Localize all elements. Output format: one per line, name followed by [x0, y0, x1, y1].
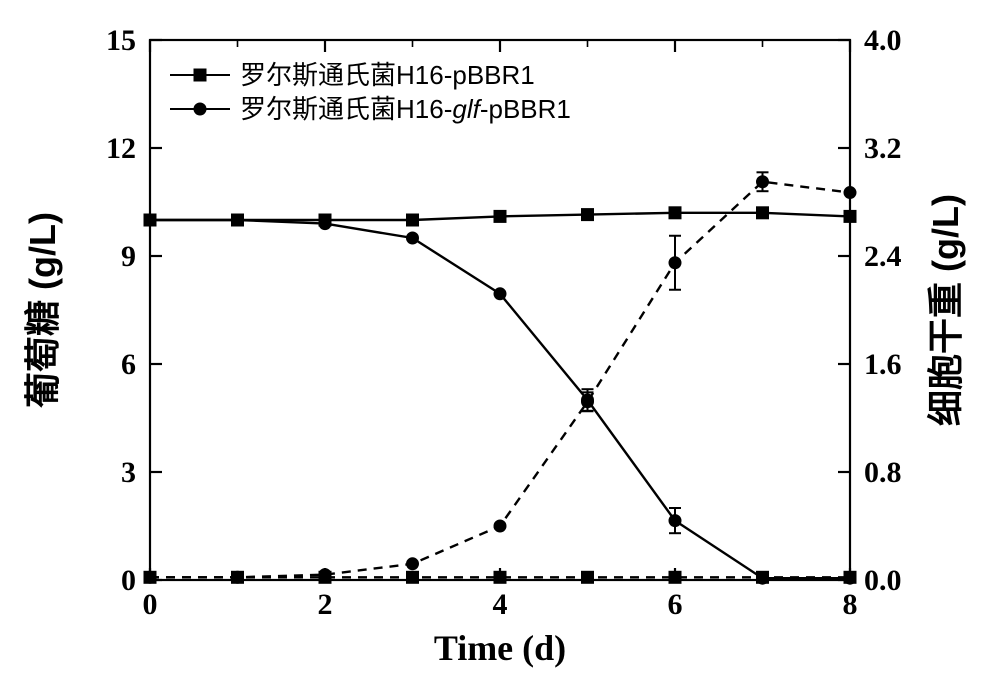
svg-text:9: 9 [121, 240, 136, 273]
marker-glf_glucose [757, 572, 769, 584]
marker-glf_dcw [144, 571, 156, 583]
svg-text:6: 6 [668, 588, 683, 621]
y-left-axis-label: 葡萄糖 (g/L) [22, 212, 63, 408]
marker-glf_glucose [319, 218, 331, 230]
marker-glf_dcw [407, 558, 419, 570]
marker-pBBR1_glucose [844, 210, 856, 222]
svg-text:2: 2 [318, 588, 333, 621]
svg-text:0: 0 [121, 564, 136, 597]
marker-pBBR1_dcw [494, 571, 506, 583]
marker-glf_glucose [407, 232, 419, 244]
marker-glf_glucose [494, 288, 506, 300]
legend-label-1: 罗尔斯通氏菌H16-glf-pBBR1 [240, 94, 571, 124]
marker-glf_glucose [144, 214, 156, 226]
marker-glf_dcw [319, 569, 331, 581]
svg-text:3: 3 [121, 456, 136, 489]
svg-text:1.6: 1.6 [864, 348, 902, 381]
marker-pBBR1_glucose [669, 207, 681, 219]
svg-text:3.2: 3.2 [864, 132, 902, 165]
marker-glf_dcw [494, 520, 506, 532]
svg-text:0: 0 [143, 588, 158, 621]
marker-glf_dcw [232, 571, 244, 583]
marker-pBBR1_glucose [407, 214, 419, 226]
marker-pBBR1_dcw [582, 571, 594, 583]
marker-pBBR1_glucose [582, 209, 594, 221]
marker-pBBR1_glucose [494, 210, 506, 222]
marker-glf_dcw [757, 176, 769, 188]
x-axis-label: Time (d) [434, 628, 566, 668]
legend-label-0: 罗尔斯通氏菌H16-pBBR1 [240, 60, 535, 90]
marker-glf_glucose [232, 214, 244, 226]
marker-glf_dcw [669, 257, 681, 269]
svg-text:12: 12 [106, 132, 136, 165]
marker-pBBR1_dcw [669, 571, 681, 583]
svg-text:15: 15 [106, 24, 136, 57]
svg-text:4: 4 [493, 588, 508, 621]
legend: 罗尔斯通氏菌H16-pBBR1 罗尔斯通氏菌H16-glf-pBBR1 [170, 60, 571, 124]
marker-glf_glucose [582, 394, 594, 406]
chart-container: 0 2 4 6 8 0 3 6 9 12 15 0.0 0.8 1.6 2.4 3.2 4.0 Time (d) 葡… [0, 0, 1000, 683]
svg-text:8: 8 [843, 588, 858, 621]
chart-svg: 0 2 4 6 8 0 3 6 9 12 15 0.0 0.8 1.6 2.4 3.2 4.0 Time (d) 葡… [0, 0, 1000, 683]
marker-pBBR1_dcw [407, 571, 419, 583]
marker-glf_dcw [844, 187, 856, 199]
series-line-glf_dcw [150, 182, 850, 578]
svg-text:0.8: 0.8 [864, 456, 902, 489]
marker-glf_glucose [669, 515, 681, 527]
svg-text:4.0: 4.0 [864, 24, 902, 57]
marker-glf_glucose [844, 572, 856, 584]
svg-text:6: 6 [121, 348, 136, 381]
svg-text:0.0: 0.0 [864, 564, 902, 597]
marker-pBBR1_glucose [757, 207, 769, 219]
y-right-axis-label: 细胞干重 (g/L) [925, 194, 966, 426]
svg-text:2.4: 2.4 [864, 240, 902, 273]
